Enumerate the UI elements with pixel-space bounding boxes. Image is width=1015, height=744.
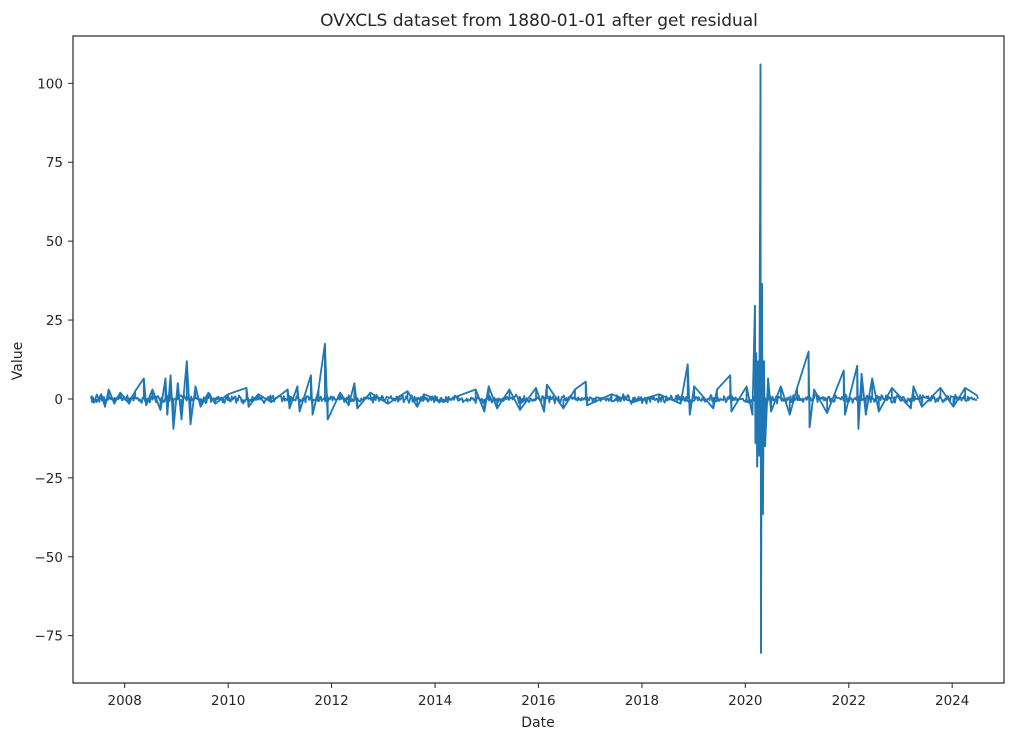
x-tick-label: 2014 <box>418 693 452 709</box>
y-tick-label: −25 <box>35 471 64 487</box>
x-tick-label: 2020 <box>728 693 762 709</box>
x-tick-label: 2016 <box>521 693 555 709</box>
chart-title: OVXCLS dataset from 1880-01-01 after get… <box>320 11 758 31</box>
x-tick-label: 2022 <box>832 693 866 709</box>
x-tick-label: 2008 <box>108 693 142 709</box>
y-tick-label: 0 <box>54 392 63 408</box>
y-tick-label: 75 <box>46 155 63 171</box>
x-axis-label: Date <box>521 715 554 731</box>
x-tick-label: 2010 <box>211 693 245 709</box>
y-tick-label: 50 <box>46 234 63 250</box>
y-axis-label: Value <box>10 342 26 380</box>
y-tick-label: −75 <box>35 629 64 645</box>
x-tick-label: 2018 <box>625 693 659 709</box>
plot-frame <box>72 35 1005 684</box>
x-tick-label: 2012 <box>314 693 348 709</box>
y-tick-label: 100 <box>37 76 63 92</box>
plot-series <box>90 63 979 654</box>
x-axis: 2008 2010 2012 2014 2016 2018 2020 2022 2024 <box>108 683 969 709</box>
y-tick-label: 25 <box>46 313 63 329</box>
y-tick-label: −50 <box>35 550 64 566</box>
x-tick-label: 2024 <box>935 693 969 709</box>
series-noise-band <box>90 393 978 405</box>
y-axis: 100 75 50 25 0 −25 −50 −75 <box>35 76 73 645</box>
